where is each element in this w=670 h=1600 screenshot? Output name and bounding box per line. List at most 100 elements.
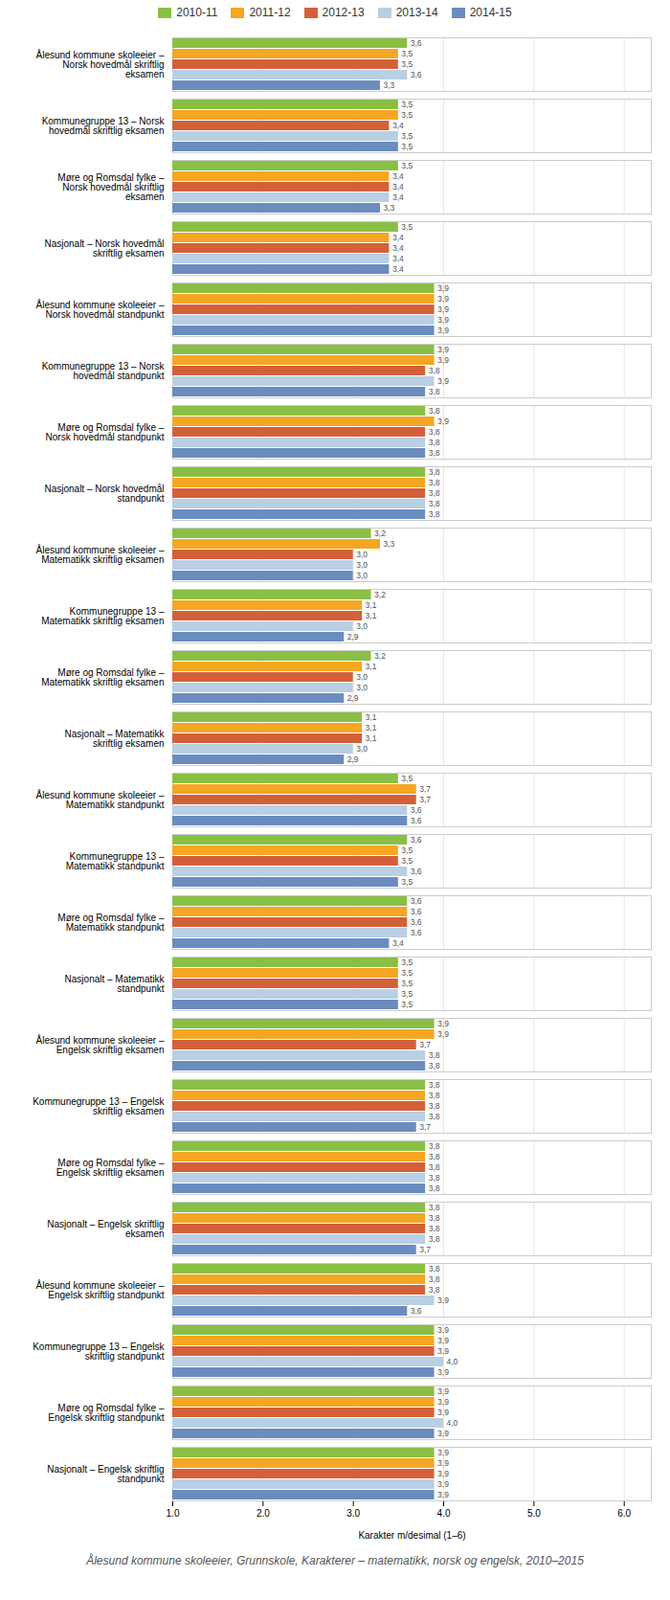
- svg-text:3,5: 3,5: [401, 988, 413, 999]
- svg-text:Ålesund kommune skoleeier –Mat: Ålesund kommune skoleeier –Matematikk sk…: [36, 543, 165, 565]
- svg-text:4.0: 4.0: [437, 1507, 451, 1519]
- svg-text:3,9: 3,9: [437, 293, 449, 304]
- svg-text:3,6: 3,6: [410, 927, 423, 938]
- svg-text:4,0: 4,0: [446, 1417, 459, 1428]
- svg-text:3,6: 3,6: [410, 906, 423, 916]
- svg-text:3,9: 3,9: [437, 1335, 449, 1345]
- svg-text:3,8: 3,8: [428, 447, 441, 458]
- svg-text:6.0: 6.0: [617, 1507, 631, 1519]
- svg-text:3,8: 3,8: [428, 1140, 441, 1151]
- svg-text:Nasjonalt – Matematikkstandpun: Nasjonalt – Matematikkstandpunkt: [65, 973, 166, 994]
- svg-text:3,4: 3,4: [392, 253, 404, 264]
- svg-text:3,8: 3,8: [428, 1202, 441, 1212]
- svg-text:3,4: 3,4: [392, 232, 404, 243]
- svg-text:3,8: 3,8: [428, 1079, 441, 1090]
- svg-text:3,1: 3,1: [365, 661, 378, 671]
- svg-text:2,9: 2,9: [347, 631, 359, 642]
- svg-text:3,5: 3,5: [401, 967, 413, 978]
- svg-text:3,8: 3,8: [428, 509, 441, 519]
- svg-text:3,9: 3,9: [437, 1295, 449, 1305]
- svg-text:3,8: 3,8: [428, 1233, 441, 1244]
- svg-text:3,5: 3,5: [401, 957, 413, 967]
- svg-text:3,4: 3,4: [392, 243, 404, 253]
- svg-text:3,5: 3,5: [401, 773, 413, 783]
- svg-text:3,9: 3,9: [437, 376, 449, 386]
- svg-text:Ålesund kommune skoleeier –Eng: Ålesund kommune skoleeier –Engelsk skrif…: [36, 1033, 165, 1055]
- svg-text:3,4: 3,4: [392, 938, 404, 948]
- svg-text:3,4: 3,4: [392, 192, 404, 202]
- svg-text:3,9: 3,9: [437, 1366, 449, 1377]
- svg-text:3,9: 3,9: [437, 1447, 449, 1457]
- svg-text:3,9: 3,9: [437, 1428, 449, 1438]
- svg-text:3,2: 3,2: [374, 589, 386, 600]
- svg-text:3,3: 3,3: [382, 202, 395, 213]
- svg-text:3,8: 3,8: [428, 488, 441, 498]
- svg-text:2.0: 2.0: [256, 1507, 270, 1519]
- svg-text:3,4: 3,4: [392, 264, 404, 274]
- svg-text:3,8: 3,8: [428, 1183, 441, 1193]
- svg-text:Nasjonalt – Norsk hovedmålskri: Nasjonalt – Norsk hovedmålskriftlig eksa…: [44, 238, 164, 259]
- svg-text:Møre og Romsdal fylke –Engelsk: Møre og Romsdal fylke –Engelsk skriftlig…: [47, 1402, 165, 1423]
- svg-text:3,5: 3,5: [401, 59, 413, 69]
- svg-text:3,9: 3,9: [437, 1478, 449, 1489]
- svg-text:3,1: 3,1: [365, 600, 378, 610]
- svg-text:3,2: 3,2: [374, 528, 386, 538]
- svg-text:3,8: 3,8: [428, 426, 441, 437]
- svg-text:3,4: 3,4: [392, 171, 404, 181]
- svg-text:3,8: 3,8: [428, 1212, 441, 1223]
- svg-text:3,3: 3,3: [382, 538, 395, 549]
- svg-text:3,9: 3,9: [437, 1018, 449, 1028]
- svg-text:3,5: 3,5: [401, 131, 413, 141]
- svg-text:3,9: 3,9: [437, 1028, 449, 1039]
- svg-text:3,9: 3,9: [437, 1385, 449, 1396]
- svg-text:Kommunegruppe 13 –Matematikk s: Kommunegruppe 13 –Matematikk standpunkt: [66, 850, 165, 871]
- svg-text:3,1: 3,1: [365, 610, 378, 621]
- svg-text:3,1: 3,1: [365, 722, 378, 733]
- svg-text:3,6: 3,6: [410, 916, 423, 927]
- svg-text:Nasjonalt – Matematikkskriftli: Nasjonalt – Matematikkskriftlig eksamen: [65, 728, 166, 749]
- svg-text:3,8: 3,8: [428, 1090, 441, 1100]
- svg-text:3,6: 3,6: [410, 815, 423, 826]
- svg-text:Kommunegruppe 13 – Norskhovedm: Kommunegruppe 13 – Norskhovedmål skriftl…: [42, 115, 166, 136]
- svg-text:3,7: 3,7: [419, 1039, 431, 1050]
- svg-text:3,6: 3,6: [410, 834, 423, 845]
- svg-text:3,9: 3,9: [437, 304, 449, 314]
- svg-text:3,0: 3,0: [356, 621, 368, 631]
- svg-text:3,8: 3,8: [428, 365, 441, 376]
- svg-text:Kommunegruppe 13 –Matematikk s: Kommunegruppe 13 –Matematikk skriftlig e…: [41, 605, 165, 626]
- svg-text:Kommunegruppe 13 – Engelskskri: Kommunegruppe 13 – Engelskskriftlig eksa…: [32, 1095, 165, 1117]
- svg-text:4,0: 4,0: [446, 1356, 459, 1366]
- svg-text:Ålesund kommune skoleeier –Nor: Ålesund kommune skoleeier –Norsk hovedmå…: [36, 298, 165, 320]
- svg-text:3,9: 3,9: [437, 325, 449, 335]
- svg-text:3,4: 3,4: [392, 181, 404, 192]
- svg-text:3,8: 3,8: [428, 477, 441, 488]
- svg-text:3,9: 3,9: [437, 1345, 449, 1356]
- svg-text:3,4: 3,4: [392, 120, 404, 131]
- svg-text:3,5: 3,5: [401, 876, 413, 887]
- svg-text:3,5: 3,5: [401, 141, 413, 152]
- svg-text:Møre og Romsdal fylke –Norsk h: Møre og Romsdal fylke –Norsk hovedmål sk…: [57, 172, 165, 202]
- svg-text:3,1: 3,1: [365, 712, 378, 722]
- svg-text:3,5: 3,5: [401, 48, 413, 59]
- svg-text:3,8: 3,8: [428, 498, 441, 509]
- svg-text:3,0: 3,0: [356, 743, 368, 754]
- svg-text:3,8: 3,8: [428, 437, 441, 447]
- svg-text:3,9: 3,9: [437, 1457, 449, 1468]
- svg-text:2,9: 2,9: [347, 692, 359, 703]
- svg-text:3,8: 3,8: [428, 467, 441, 477]
- svg-text:3,2: 3,2: [374, 650, 386, 661]
- svg-text:3,8: 3,8: [428, 1161, 441, 1172]
- svg-text:Kommunegruppe 13 – Engelskskri: Kommunegruppe 13 – Engelskskriftlig stan…: [32, 1340, 165, 1362]
- svg-text:1.0: 1.0: [166, 1507, 180, 1519]
- svg-text:3,9: 3,9: [437, 1396, 449, 1407]
- svg-text:3,7: 3,7: [419, 1244, 431, 1254]
- svg-text:Møre og Romsdal fylke –Norsk h: Møre og Romsdal fylke –Norsk hovedmål st…: [45, 422, 165, 443]
- svg-text:3,8: 3,8: [428, 1111, 441, 1121]
- svg-text:3,6: 3,6: [410, 804, 423, 815]
- svg-text:3,7: 3,7: [419, 794, 431, 804]
- svg-text:3,5: 3,5: [401, 160, 413, 171]
- svg-text:3,3: 3,3: [382, 80, 395, 90]
- svg-text:3,8: 3,8: [428, 1273, 441, 1284]
- svg-text:3,6: 3,6: [410, 1305, 423, 1316]
- svg-text:3,5: 3,5: [401, 855, 413, 866]
